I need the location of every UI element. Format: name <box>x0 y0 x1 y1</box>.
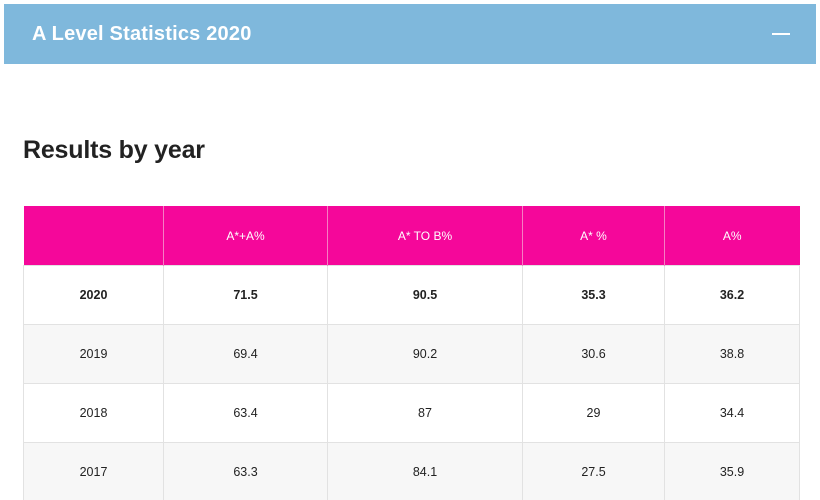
minus-icon[interactable] <box>772 33 790 35</box>
table-row: 2020 71.5 90.5 35.3 36.2 <box>23 265 800 325</box>
cell-a-star-a: 71.5 <box>163 265 328 325</box>
cell-a-star-to-b: 87 <box>327 383 523 443</box>
cell-a-star: 30.6 <box>522 324 665 384</box>
section-heading: Results by year <box>23 136 205 164</box>
column-header-a-star: A* % <box>522 206 665 266</box>
column-header-a: A% <box>664 206 800 266</box>
column-header-a-star-to-b: A* TO B% <box>327 206 523 266</box>
column-header-year <box>23 206 164 266</box>
cell-a: 34.4 <box>664 383 800 443</box>
accordion-title: A Level Statistics 2020 <box>32 22 252 45</box>
table-row: 2019 69.4 90.2 30.6 38.8 <box>23 324 800 384</box>
cell-year: 2020 <box>23 265 164 325</box>
cell-a-star-to-b: 90.2 <box>327 324 523 384</box>
column-header-a-star-a: A*+A% <box>163 206 328 266</box>
cell-a-star-to-b: 84.1 <box>327 442 523 500</box>
cell-a-star-a: 69.4 <box>163 324 328 384</box>
cell-a-star-to-b: 90.5 <box>327 265 523 325</box>
table-row: 2018 63.4 87 29 34.4 <box>23 383 800 443</box>
cell-year: 2017 <box>23 442 164 500</box>
cell-a-star: 27.5 <box>522 442 665 500</box>
cell-a-star-a: 63.3 <box>163 442 328 500</box>
accordion-header[interactable]: A Level Statistics 2020 <box>4 4 816 64</box>
cell-a-star-a: 63.4 <box>163 383 328 443</box>
cell-a: 38.8 <box>664 324 800 384</box>
cell-year: 2019 <box>23 324 164 384</box>
table-header-row: A*+A% A* TO B% A* % A% <box>23 206 800 266</box>
cell-a-star: 29 <box>522 383 665 443</box>
cell-a: 35.9 <box>664 442 800 500</box>
cell-year: 2018 <box>23 383 164 443</box>
results-table: A*+A% A* TO B% A* % A% 2020 71.5 90.5 35… <box>23 206 800 500</box>
cell-a-star: 35.3 <box>522 265 665 325</box>
table-row: 2017 63.3 84.1 27.5 35.9 <box>23 442 800 500</box>
cell-a: 36.2 <box>664 265 800 325</box>
